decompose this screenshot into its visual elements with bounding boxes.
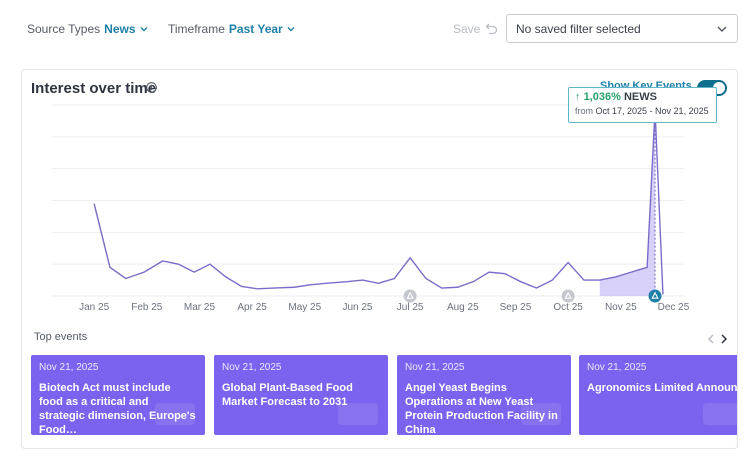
x-tick-label: Dec 25 [658,302,690,313]
timeframe-filter[interactable]: Timeframe Past Year [168,22,295,36]
tooltip-change: 1,036% [583,91,621,103]
x-tick-label: Feb 25 [131,302,163,313]
x-tick-label: Nov 25 [605,302,637,313]
x-tick-label: Sep 25 [500,302,532,313]
event-date: Nov 21, 2025 [405,362,465,373]
tooltip-source: NEWS [623,91,657,103]
x-tick-label: Oct 25 [553,302,583,313]
card-title: Interest over time [31,80,157,97]
x-tick-label: Jul 25 [397,302,424,313]
chevron-down-icon[interactable] [287,25,295,33]
saved-filter-select[interactable]: No saved filter selected [506,14,738,43]
undo-icon[interactable] [485,22,498,35]
x-tick-label: May 25 [288,302,321,313]
event-card[interactable]: Nov 21, 2025 Global Plant-Based Food Mar… [214,355,388,435]
chevron-down-icon [717,26,727,32]
event-marker [648,289,662,303]
event-card[interactable]: Nov 21, 2025 Biotech Act must include fo… [31,355,205,435]
info-icon[interactable] [146,82,157,93]
event-date: Nov 21, 2025 [222,362,282,373]
interest-over-time-card: Interest over time Show Key Events Jan 2… [21,69,738,449]
chevron-left-icon[interactable] [707,334,715,344]
source-types-value[interactable]: News [104,22,136,36]
event-title: Global Plant-Based Food Market Forecast … [222,382,353,408]
event-marker [561,289,575,303]
saved-filter-value: No saved filter selected [516,22,641,36]
top-events-label: Top events [34,331,88,343]
highlight-area [599,109,656,297]
source-types-filter[interactable]: Source Types News [27,22,148,36]
top-events-carousel: Nov 21, 2025 Biotech Act must include fo… [31,355,738,435]
timeframe-value[interactable]: Past Year [228,22,283,36]
tooltip-from-label: from [575,106,593,116]
event-decoration [703,403,737,425]
event-date: Nov 21, 2025 [39,362,99,373]
series-line [93,109,664,295]
event-title: Angel Yeast Begins Operations at New Yea… [405,382,558,435]
event-date: Nov 21, 2025 [587,362,647,373]
event-marker-icon [564,291,572,299]
event-decoration [338,403,378,425]
event-card[interactable]: Nov 21, 2025 Angel Yeast Begins Operatio… [397,355,571,435]
event-decoration [521,403,561,425]
event-title: Biotech Act must include food as a criti… [39,382,196,435]
tooltip-range: Oct 17, 2025 - Nov 21, 2025 [595,106,709,116]
source-types-label: Source Types [27,22,101,36]
tooltip-arrow-up-icon: ↑ [575,91,581,103]
event-title: Agronomics Limited Announ… Geltor, Inc U… [587,382,738,394]
chevron-right-icon[interactable] [720,334,728,344]
event-marker-icon [406,291,414,299]
interest-line-chart: Jan 25 Feb 25 Mar 25 Apr 25 May 25 Jun 25 Jul … [52,104,690,313]
x-tick-label: Jan 25 [79,302,109,313]
chart-tooltip: ↑ 1,036% NEWS from Oct 17, 2025 - Nov 21… [568,87,717,123]
timeframe-label: Timeframe [168,22,225,36]
event-card[interactable]: Nov 21, 2025 Agronomics Limited Announ… … [579,355,738,435]
event-marker-icon [651,291,659,299]
x-tick-label: Aug 25 [447,302,479,313]
x-tick-label: Apr 25 [237,302,267,313]
event-marker [403,289,417,303]
x-tick-label: Mar 25 [184,302,216,313]
x-tick-label: Jun 25 [342,302,372,313]
save-button[interactable]: Save [453,22,481,36]
chevron-down-icon[interactable] [140,25,148,33]
event-decoration [155,403,195,425]
